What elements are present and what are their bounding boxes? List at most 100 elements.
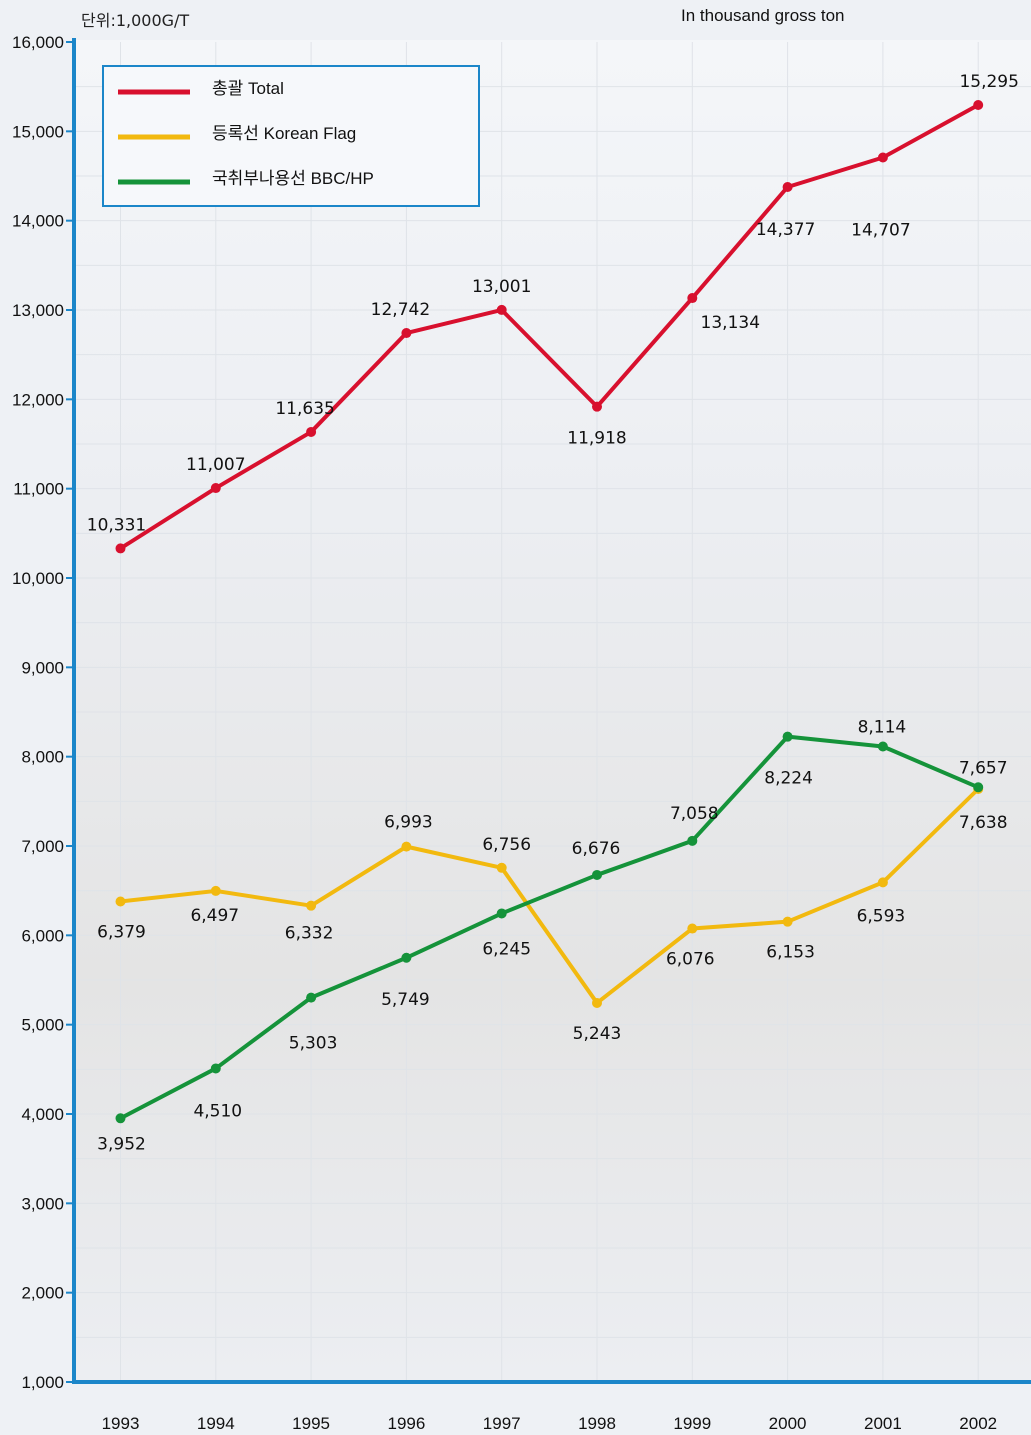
data-point [687,835,698,846]
data-point [115,896,126,907]
y-tick-label: 1,000 [21,1373,64,1392]
x-tick-label: 1997 [483,1414,521,1433]
x-tick-label: 2002 [959,1414,997,1433]
data-label: 5,303 [289,1034,338,1054]
y-tick-label: 4,000 [21,1105,64,1124]
data-label: 5,243 [573,1024,622,1044]
y-tick-label: 15,000 [12,122,64,141]
data-label: 11,635 [275,399,334,419]
data-label: 6,245 [482,939,531,959]
data-label: 13,001 [472,277,531,297]
data-point [877,741,888,752]
data-label: 5,749 [381,990,430,1010]
data-label: 6,993 [384,813,433,833]
y-tick-label: 6,000 [21,926,64,945]
series-layer [115,99,984,1124]
y-tick-label: 14,000 [12,212,64,231]
data-point [592,997,602,1008]
data-point [687,923,698,934]
data-label: 12,742 [371,300,430,320]
data-label: 11,007 [186,455,245,475]
data-point [782,916,793,927]
data-point [306,992,317,1003]
plot-background [75,40,1031,1382]
data-point [973,99,984,110]
data-point [115,543,126,554]
unit-label-korean: 단위:1,000G/T [81,11,190,30]
data-label: 13,134 [701,313,760,333]
series-line-2 [118,734,981,1121]
data-label: 7,058 [670,804,719,824]
x-tick-label: 2001 [864,1414,902,1433]
y-tick-label: 7,000 [21,837,64,856]
y-tick-label: 2,000 [21,1284,64,1303]
data-label: 11,918 [567,429,626,449]
data-label: 6,756 [482,835,531,855]
data-label: 3,952 [97,1134,146,1154]
data-point [973,782,984,793]
data-label: 6,497 [190,906,239,926]
data-label: 8,224 [764,769,813,789]
data-label: 6,332 [285,924,334,944]
x-tick-label: 1998 [578,1414,616,1433]
data-label: 7,657 [959,758,1008,778]
data-point [496,908,507,919]
data-labels: 10,331 11,007 11,635 12,742 13,001 11,918 13,1… [87,72,1019,1154]
data-label: 14,377 [756,220,815,240]
data-point [877,152,888,163]
data-label: 6,379 [97,922,146,942]
x-tick-label: 1996 [387,1414,425,1433]
y-tick-label: 12,000 [12,390,64,409]
unit-label-english: In thousand gross ton [681,6,845,25]
data-point [592,869,602,880]
data-label: 7,638 [959,813,1008,833]
data-point [210,483,221,494]
legend: 총괄 Total 등록선 Korean Flag 국취부나용선 BBC/HP [102,65,480,207]
series-line-1 [118,787,981,1005]
data-label: 10,331 [87,515,146,535]
y-tick-label: 9,000 [21,658,64,677]
data-label: 6,676 [572,839,621,859]
data-point [306,900,317,911]
data-point [592,401,602,412]
legend-entry: 총괄 Total [212,79,284,98]
data-label: 6,153 [766,943,815,963]
data-point [496,304,507,315]
x-tick-label: 1994 [197,1414,235,1433]
legend-entry: 등록선 Korean Flag [212,124,356,143]
series-line-0 [118,102,981,551]
y-tick-label: 8,000 [21,748,64,767]
y-tick-label: 5,000 [21,1016,64,1035]
x-tick-label: 1993 [102,1414,140,1433]
data-label: 14,707 [851,221,910,241]
y-tick-label: 13,000 [12,301,64,320]
data-point [210,1063,221,1074]
data-point [401,952,412,963]
data-point [782,181,793,192]
data-label: 15,295 [959,72,1018,92]
data-label: 4,510 [193,1101,242,1121]
y-tick-label: 3,000 [21,1194,64,1213]
axes: 1,000 2,000 3,000 4,000 5,000 6,000 7,000 8,000… [12,33,1031,1433]
data-point [496,862,507,873]
x-tick-label: 1999 [673,1414,711,1433]
data-point [401,328,412,339]
data-point [210,885,221,896]
x-tick-label: 2000 [769,1414,807,1433]
data-point [782,731,793,742]
legend-entry: 국취부나용선 BBC/HP [212,169,374,188]
data-point [306,426,317,437]
data-point [687,293,698,304]
data-point [401,841,412,852]
y-tick-label: 10,000 [12,569,64,588]
data-label: 6,076 [666,950,715,970]
y-tick-label: 16,000 [12,33,64,52]
x-tick-label: 1995 [292,1414,330,1433]
y-tick-label: 11,000 [13,480,64,499]
data-label: 6,593 [857,906,906,926]
data-point [877,877,888,888]
data-point [115,1113,126,1124]
data-label: 8,114 [858,717,907,737]
